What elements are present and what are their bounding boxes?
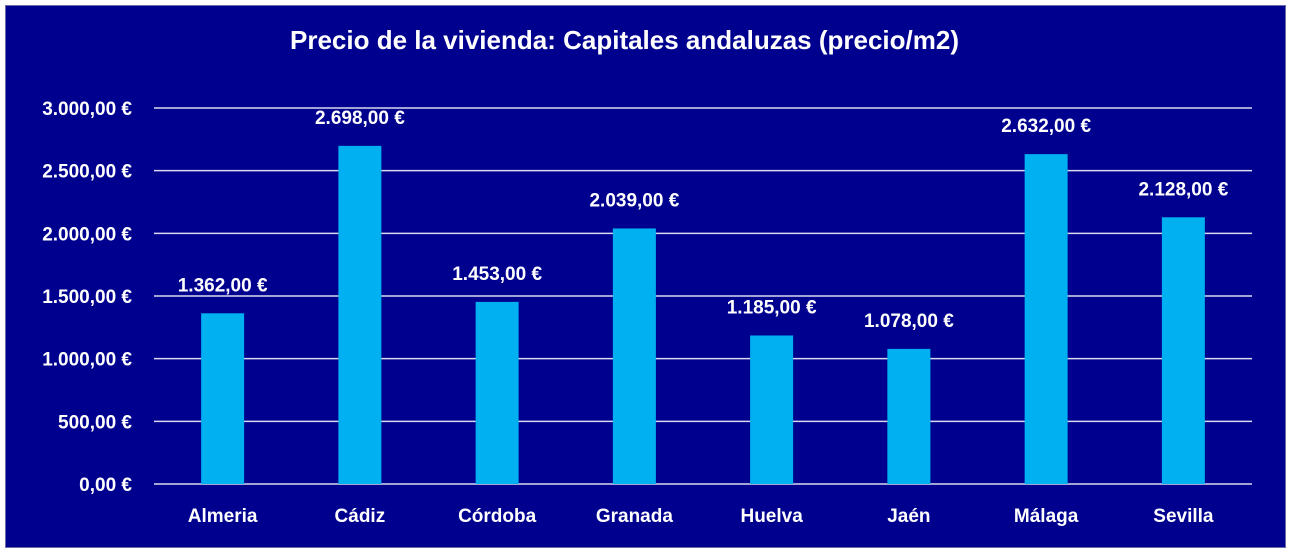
data-label: 1.185,00 €: [727, 297, 817, 318]
x-tick-label: Granada: [596, 506, 674, 527]
y-tick-label: 0,00 €: [79, 475, 132, 496]
data-label: 1.453,00 €: [452, 264, 542, 285]
x-tick-label: Cádiz: [335, 506, 386, 527]
y-axis-tick-labels: 0,00 € 500,00 € 1.000,00 € 1.500,00 € 2.000,…: [42, 99, 132, 496]
data-label: 1.362,00 €: [178, 275, 268, 296]
bar: [201, 313, 245, 484]
y-tick-label: 1.000,00 €: [42, 350, 132, 371]
bar: [750, 335, 794, 484]
bar: [612, 228, 656, 484]
data-label: 2.039,00 €: [589, 190, 679, 211]
y-tick-label: 2.500,00 €: [42, 162, 132, 183]
gridlines: [154, 107, 1252, 485]
y-tick-label: 3.000,00 €: [42, 99, 132, 120]
bar-chart-plot: 0,00 € 500,00 € 1.000,00 € 1.500,00 € 2.000,…: [42, 99, 1252, 527]
x-tick-label: Jaén: [887, 506, 930, 527]
bar: [1024, 154, 1068, 484]
bar: [1161, 217, 1205, 485]
bar: [475, 301, 519, 484]
chart-title: Precio de la vivienda: Capitales andaluz…: [289, 25, 960, 55]
bar: [887, 348, 931, 484]
data-label: 1.078,00 €: [864, 311, 954, 332]
bars: [201, 145, 1205, 485]
chart-area: Precio de la vivienda: Capitales andaluz…: [5, 5, 1286, 548]
data-label: 2.632,00 €: [1001, 116, 1091, 137]
y-tick-label: 500,00 €: [58, 412, 132, 433]
x-tick-label: Huelva: [740, 506, 803, 527]
x-tick-label: Córdoba: [458, 506, 537, 527]
x-tick-label: Málaga: [1014, 506, 1079, 527]
x-axis-category-labels: Almeria Cádiz Córdoba Granada Huelva Jaén Mála…: [188, 506, 1214, 527]
data-label: 2.698,00 €: [315, 108, 405, 129]
bar: [338, 145, 382, 485]
y-tick-label: 1.500,00 €: [42, 287, 132, 308]
x-tick-label: Sevilla: [1153, 506, 1214, 527]
data-label: 2.128,00 €: [1138, 179, 1228, 200]
y-tick-label: 2.000,00 €: [42, 224, 132, 245]
x-tick-label: Almeria: [188, 506, 258, 527]
value-labels: 1.362,00 € 2.698,00 € 1.453,00 € 2.039,00 €…: [178, 108, 1229, 332]
